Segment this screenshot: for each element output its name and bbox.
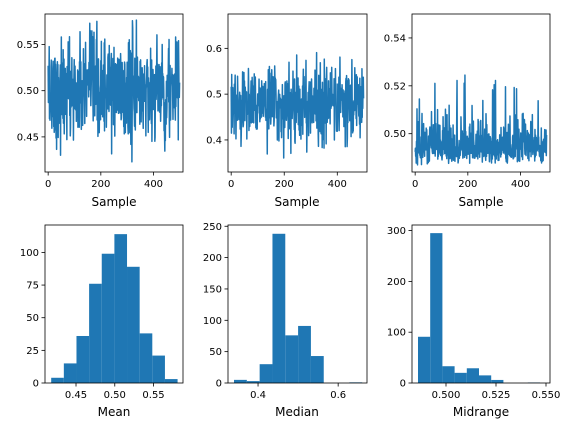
histogram-bar (139, 333, 153, 383)
series-line (47, 19, 181, 163)
x-tick-label: 200 (91, 179, 110, 190)
x-tick-label: 200 (458, 179, 477, 190)
histogram-bar (101, 253, 115, 383)
histogram-bar (430, 233, 443, 383)
x-axis-label: Sample (275, 195, 320, 209)
x-tick-label: 200 (275, 179, 294, 190)
y-tick-label: 200 (387, 277, 406, 288)
y-tick-label: 0.54 (384, 33, 406, 44)
x-tick-label: 0.6 (330, 390, 346, 401)
subplot-mean-histogram: 0.45 0.50 0.55 0 25 50 75 100 (20, 224, 184, 401)
subplot-midrange-histogram: 0.500 0.525 0.550 0 100 200 300 (387, 224, 561, 401)
y-tick-label: 75 (26, 281, 39, 292)
histogram-bar (259, 364, 273, 383)
histogram-bar (491, 379, 504, 383)
histogram-bar (89, 283, 102, 383)
y-tick-label: 150 (203, 284, 222, 295)
x-tick-label: 400 (511, 179, 530, 190)
y-tick-label: 0.4 (206, 135, 222, 146)
y-tick-label: 0.6 (206, 44, 222, 55)
y-tick-label: 50 (26, 313, 39, 324)
y-tick-label: 0 (33, 379, 39, 390)
x-axis-label: Sample (92, 195, 137, 209)
axes-frame (44, 13, 184, 173)
x-tick-label: 0.55 (142, 390, 164, 401)
x-tick-label: 0 (228, 179, 234, 190)
histogram-bar (310, 356, 324, 383)
axes-frame (411, 224, 551, 384)
x-tick-label: 0 (412, 179, 418, 190)
x-tick-label: 0 (45, 179, 51, 190)
histogram-bar (479, 375, 492, 383)
histogram-bar (127, 266, 140, 383)
histogram-bar (114, 234, 128, 383)
x-axis-label: Midrange (453, 405, 509, 419)
histogram-bar (418, 336, 431, 383)
y-tick-label: 0.45 (17, 132, 39, 143)
x-axis-label: Sample (459, 195, 504, 209)
y-tick-label: 100 (387, 328, 406, 339)
x-axis-label: Mean (98, 405, 131, 419)
series-line (230, 51, 365, 159)
y-tick-label: 50 (209, 347, 222, 358)
y-tick-label: 200 (203, 253, 222, 264)
axes-frame (411, 13, 551, 173)
y-tick-label: 0.50 (384, 129, 406, 140)
series-line (414, 74, 548, 166)
y-tick-label: 0.5 (206, 90, 222, 101)
histogram-bar (76, 335, 90, 383)
x-tick-label: 0.550 (532, 390, 561, 401)
histogram-bar (164, 379, 178, 383)
axes-frame (44, 224, 184, 384)
x-tick-label: 400 (328, 179, 347, 190)
subplot-median-histogram: 0.4 0.6 0 50 100 150 200 250 (203, 222, 368, 401)
histogram-bar (272, 233, 286, 383)
histogram-bar (285, 335, 299, 383)
histogram-bar (152, 355, 165, 383)
axes-frame (227, 224, 368, 384)
y-tick-label: 0.50 (17, 86, 39, 97)
histogram-bar (246, 381, 260, 383)
histogram-bar (442, 366, 455, 383)
y-tick-label: 0.55 (17, 40, 39, 51)
subplot-median-trace: 0 200 400 0.4 0.5 0.6 (206, 13, 368, 190)
y-tick-label: 25 (26, 346, 39, 357)
x-axis-label: Median (275, 405, 319, 419)
x-tick-label: 0.45 (65, 390, 87, 401)
y-tick-label: 0 (400, 379, 406, 390)
y-tick-label: 100 (20, 248, 39, 259)
subplot-mean-trace: 0 200 400 0.45 0.50 0.55 (17, 13, 184, 190)
y-tick-label: 250 (203, 222, 222, 233)
histogram-bar (51, 377, 64, 383)
x-tick-label: 0.500 (432, 390, 461, 401)
x-tick-label: 0.4 (250, 390, 266, 401)
x-tick-label: 400 (144, 179, 163, 190)
subplot-midrange-trace: 0 200 400 0.50 0.52 0.54 (384, 13, 551, 190)
x-tick-label: 0.50 (104, 390, 126, 401)
y-tick-label: 100 (203, 316, 222, 327)
y-tick-label: 0.52 (384, 81, 406, 92)
histogram-bar (454, 372, 467, 383)
histogram-bar (234, 379, 247, 383)
axes-frame (227, 13, 368, 173)
histogram-bar (298, 325, 311, 383)
x-tick-label: 0.525 (482, 390, 511, 401)
histogram-bar (63, 363, 77, 383)
y-tick-label: 300 (387, 226, 406, 237)
histogram-bar (466, 368, 479, 383)
y-tick-label: 0 (216, 379, 222, 390)
